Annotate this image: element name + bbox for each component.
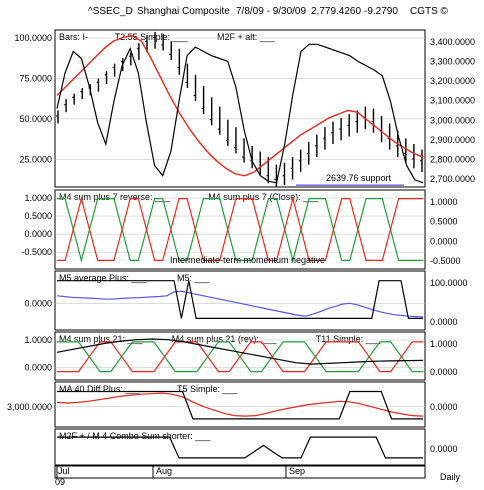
left-tick-price-0: 100.0000 xyxy=(14,33,52,43)
series-m4sum21-red xyxy=(57,341,423,373)
right-tick-m4sum7-0: 1.0000 xyxy=(430,197,458,207)
right-tick-price-1: 3,300.0000 xyxy=(430,57,475,67)
series-m5avg-blue xyxy=(56,290,424,318)
series-ma40-black xyxy=(57,390,423,420)
left-tick-m4sum7-3: -0.5000 xyxy=(21,247,52,257)
header-date-range: 7/8/09 - 9/30/09 xyxy=(236,6,306,17)
panel-ma40: MA 40 Diff Plus: ___ T5 Simple: ___ 3,000.… xyxy=(7,381,458,428)
x-axis-right-label: Daily xyxy=(440,472,461,482)
right-tick-ma40-0: 0.0000 xyxy=(430,402,458,412)
left-tick-m4sum7-2: 0.0000 xyxy=(24,229,52,239)
x-tick-label-sep: Sep xyxy=(289,466,305,476)
legend-ma40-0: MA 40 Diff Plus: ___ xyxy=(59,384,141,394)
right-tick-m4sum21-0: 1.0000 xyxy=(430,339,458,349)
legend-m4sum21-0: M4 sum plus 21: ___ xyxy=(59,334,144,344)
legend-price-0: Bars: I- xyxy=(59,32,88,42)
right-tick-m4sum7-1: 0.5000 xyxy=(430,217,458,227)
panel-frame-m2fcombo xyxy=(54,428,426,466)
x-year-label: 09 xyxy=(55,477,65,487)
panel-m5avg: M5 average Plus: ___ M5: ___ 0.0000 100.000… xyxy=(24,270,468,331)
left-tick-m4sum21-1: 0.0000 xyxy=(24,363,52,373)
series-ma40-red xyxy=(56,392,424,417)
right-tick-m4sum7-2: 0.0000 xyxy=(430,236,458,246)
legend-m4sum7-0: M4 sum plus 7 reverse: ___ xyxy=(59,192,171,202)
series-m5avg-black xyxy=(57,280,423,319)
right-tick-m4sum21-1: 0.0000 xyxy=(430,367,458,377)
chart-panels: Bars: I- T2.55 Simple: ___ M2F + alt: ___ 1… xyxy=(7,29,475,466)
right-tick-price-7: 2,700.0000 xyxy=(430,174,475,184)
x-axis-frame xyxy=(54,465,426,479)
header-last-value: 2,779.4260 xyxy=(311,6,361,17)
support-annotation: 2639.76 support xyxy=(326,173,392,183)
x-axis: Jul Aug Sep 09 Daily xyxy=(54,465,461,487)
series-m4sum7-red xyxy=(57,196,423,261)
right-tick-m5avg-0: 100.0000 xyxy=(430,278,468,288)
series-m2fcombo-black xyxy=(57,436,423,459)
header-symbol: ^SSEC_D xyxy=(88,6,133,17)
left-tick-ma40-0: 3,000.0000 xyxy=(7,402,52,412)
left-tick-price-2: 50.0000 xyxy=(19,114,52,124)
left-tick-m4sum7-0: 1.0000 xyxy=(24,193,52,203)
x-tick-label-jul: Jul xyxy=(58,466,70,476)
series-m2f-alt xyxy=(56,43,424,184)
right-tick-m5avg-1: 0.0000 xyxy=(430,317,458,327)
right-tick-price-4: 3,000.0000 xyxy=(430,115,475,125)
header-brand: CGTS © xyxy=(410,6,449,17)
legend-m2fcombo-0: M2F + / M 4 Combo Sum shorter: ___ xyxy=(59,431,211,441)
right-tick-m4sum7-3: -0.5000 xyxy=(430,256,461,266)
header-name: Shanghai Composite xyxy=(137,6,230,17)
panel-m4sum21: M4 sum plus 21: ___ M4 sum plus 21 (rev):… xyxy=(24,331,458,381)
right-tick-price-6: 2,800.0000 xyxy=(430,154,475,164)
right-tick-price-0: 3,400.0000 xyxy=(430,37,475,47)
legend-price-1: T2.55 Simple: ___ xyxy=(115,32,189,42)
series-t255-simple xyxy=(56,34,424,177)
right-tick-price-2: 3,200.0000 xyxy=(430,76,475,86)
annotation-m4sum7: Intermediate-term momentum negative xyxy=(170,255,325,265)
right-tick-price-3: 3,100.0000 xyxy=(430,96,475,106)
legend-price-2: M2F + alt: ___ xyxy=(217,32,276,42)
panel-m4sum7: M4 sum plus 7 reverse: ___ M4 sum plus 7 … xyxy=(21,189,461,270)
legend-m5avg-0: M5 average Plus: ___ xyxy=(59,273,148,283)
legend-ma40-1: T5 Simple: ___ xyxy=(177,384,239,394)
left-tick-m4sum7-1: 0.5000 xyxy=(24,211,52,221)
legend-m4sum7-1: M4 sum plus 7 (Close): ___ xyxy=(208,192,319,202)
legend-m4sum21-1: M4 sum plus 21 (rev): ___ xyxy=(172,334,278,344)
right-tick-m2fcombo-0: 0.0000 xyxy=(430,444,458,454)
chart-header: ^SSEC_D Shanghai Composite 7/8/09 - 9/30… xyxy=(88,6,449,17)
x-tick-label-aug: Aug xyxy=(156,466,172,476)
left-tick-m4sum21-0: 1.0000 xyxy=(24,335,52,345)
panel-m2fcombo: M2F + / M 4 Combo Sum shorter: ___ 0.0000 xyxy=(54,428,458,466)
right-tick-price-5: 2,900.0000 xyxy=(430,135,475,145)
legend-m5avg-1: M5: ___ xyxy=(177,273,211,283)
panel-frame-m4sum7 xyxy=(54,189,426,270)
series-m4sum21-black xyxy=(56,338,424,365)
series-m4sum7-green xyxy=(57,198,423,263)
left-tick-m5avg-0: 0.0000 xyxy=(24,298,52,308)
left-tick-price-1: 75.0000 xyxy=(19,73,52,83)
left-tick-price-3: 25.0000 xyxy=(19,154,52,164)
legend-m4sum21-2: T11 Simple: ___ xyxy=(316,334,382,344)
header-change: -9.2790 xyxy=(364,6,398,17)
panel-price: Bars: I- T2.55 Simple: ___ M2F + alt: ___ 1… xyxy=(14,29,475,188)
